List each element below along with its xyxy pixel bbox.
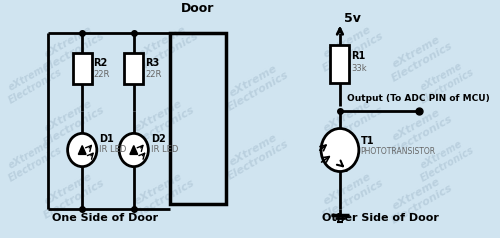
Circle shape [119,133,148,167]
Circle shape [68,133,97,167]
Text: IR LED: IR LED [100,145,127,154]
Text: eXtreme
Electronics: eXtreme Electronics [220,128,291,182]
Text: Door: Door [181,2,214,15]
Text: eXtreme
Electronics: eXtreme Electronics [1,135,64,184]
Text: eXtreme
Electronics: eXtreme Electronics [36,167,107,221]
Text: eXtreme
Electronics: eXtreme Electronics [384,104,454,157]
Bar [124,53,143,84]
Text: D1: D1 [100,134,114,144]
Text: eXtreme
Electronics: eXtreme Electronics [315,94,386,147]
Text: eXtreme
Electronics: eXtreme Electronics [130,21,201,74]
Text: eXtreme
Electronics: eXtreme Electronics [126,167,196,221]
Text: D2: D2 [151,134,166,144]
Text: eXtreme
Electronics: eXtreme Electronics [36,94,107,147]
Polygon shape [78,146,86,154]
Text: eXtreme
Electronics: eXtreme Electronics [1,57,64,106]
Text: T1: T1 [360,136,374,146]
Text: eXtreme
Electronics: eXtreme Electronics [126,94,196,147]
Text: eXtreme
Electronics: eXtreme Electronics [36,21,107,74]
Text: eXtreme
Electronics: eXtreme Electronics [384,30,454,84]
Text: 5v: 5v [344,11,361,25]
Text: R3: R3 [145,58,159,68]
Text: PHOTOTRANSISTOR: PHOTOTRANSISTOR [360,147,436,156]
Text: One Side of Door: One Side of Door [52,213,158,223]
Text: Output (To ADC PIN of MCU): Output (To ADC PIN of MCU) [347,94,490,103]
Polygon shape [130,146,138,154]
Text: eXtreme
Electronics: eXtreme Electronics [413,57,476,106]
Text: Other Side of Door: Other Side of Door [322,213,439,223]
Text: 33k: 33k [351,64,366,73]
Text: R2: R2 [94,58,108,68]
Text: eXtreme
Electronics: eXtreme Electronics [413,135,476,184]
Bar [170,33,226,204]
Circle shape [321,129,359,172]
Text: 22R: 22R [145,70,162,79]
Bar [73,53,92,84]
Text: eXtreme
Electronics: eXtreme Electronics [220,60,291,113]
Text: 22R: 22R [94,70,110,79]
Text: R1: R1 [351,51,366,61]
Text: IR LED: IR LED [151,145,178,154]
Text: eXtreme
Electronics: eXtreme Electronics [315,21,386,74]
Text: eXtreme
Electronics: eXtreme Electronics [384,172,454,226]
Text: eXtreme
Electronics: eXtreme Electronics [315,167,386,221]
Bar [330,45,349,83]
